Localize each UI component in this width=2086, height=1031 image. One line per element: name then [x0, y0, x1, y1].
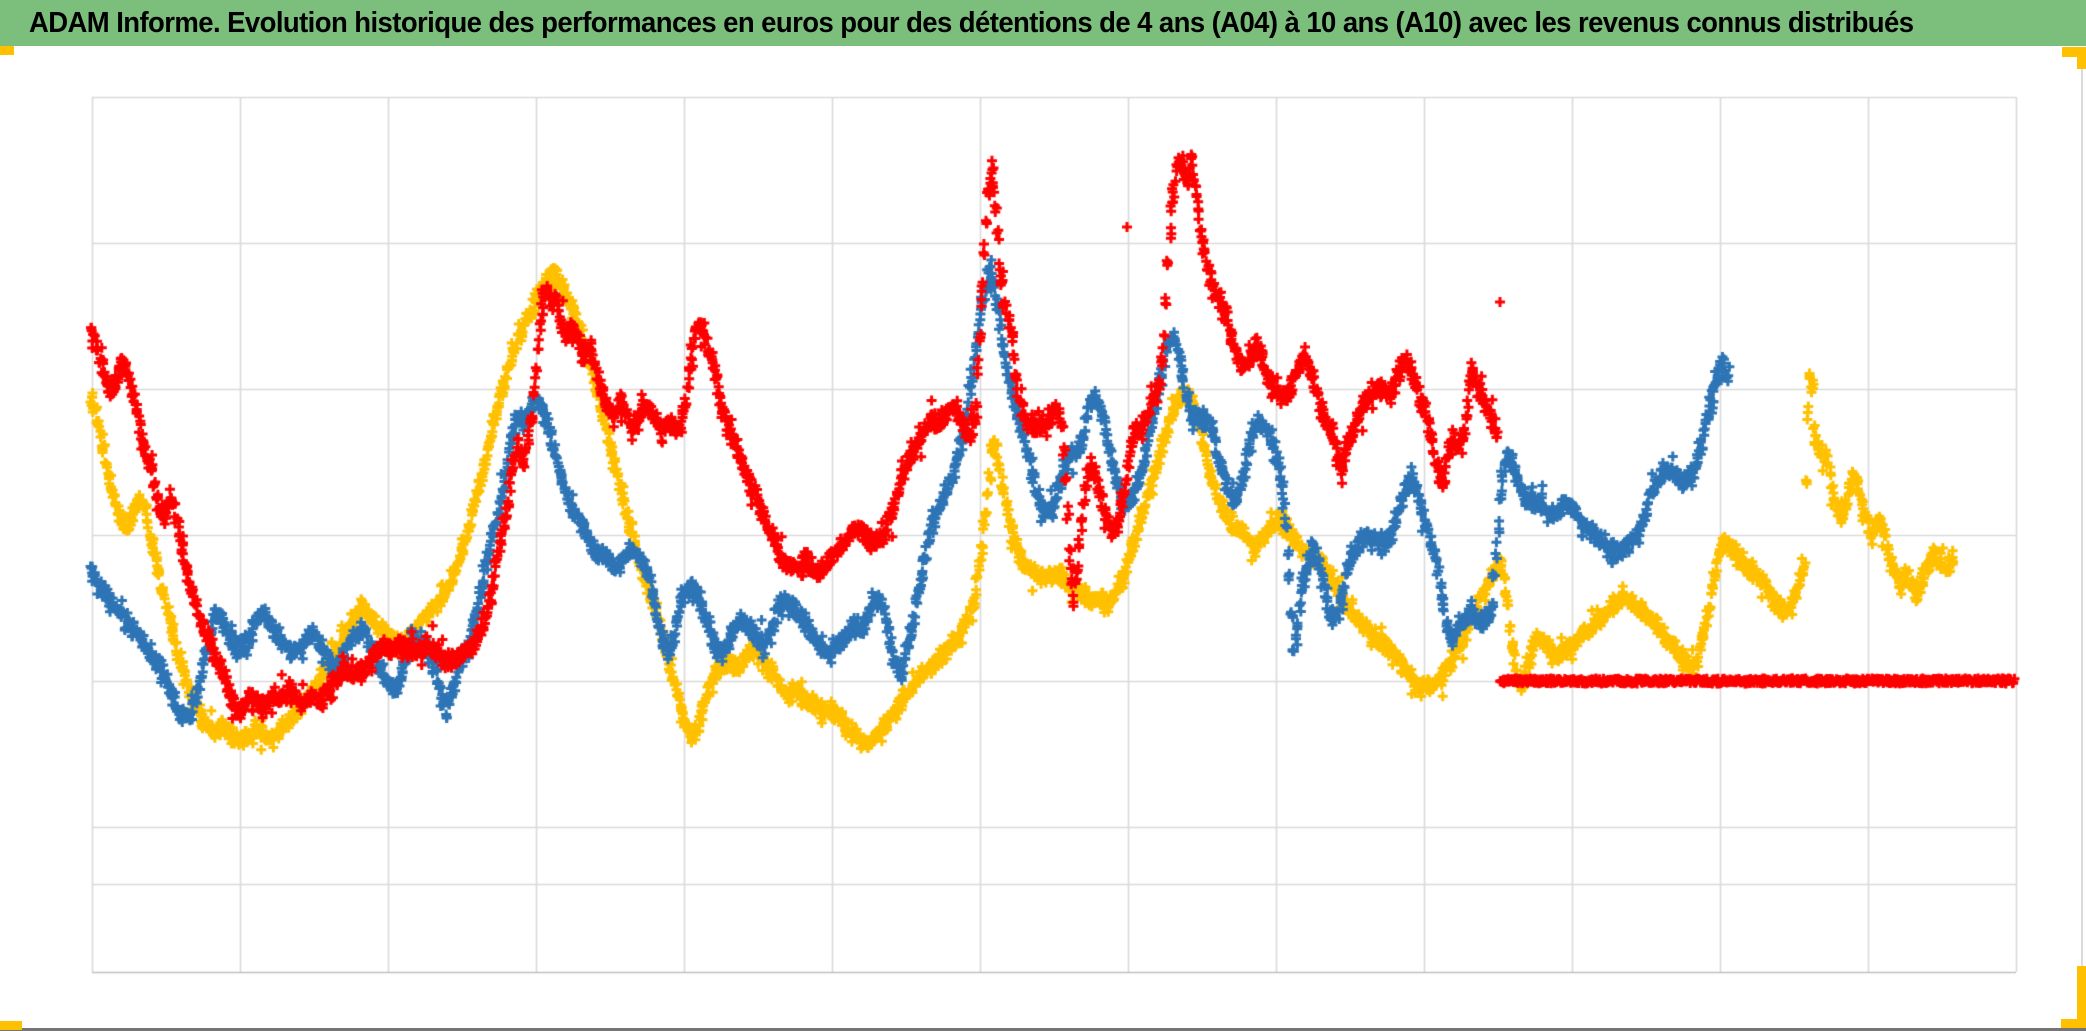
accent-bottom-right-vertical: [2077, 966, 2086, 1028]
accent-top-left: [0, 46, 14, 55]
accent-bottom-left: [0, 1021, 22, 1030]
page-title: ADAM Informe. Evolution historique des p…: [28, 7, 1914, 39]
page-bottom-rule: [0, 1028, 2086, 1031]
accent-bottom-right-horizontal: [2061, 1019, 2086, 1028]
accent-top-right-vertical: [2077, 47, 2086, 69]
accent-top-right-horizontal: [2062, 47, 2086, 57]
title-bar: ADAM Informe. Evolution historique des p…: [0, 0, 2086, 46]
right-edge-line: [2081, 57, 2083, 1019]
